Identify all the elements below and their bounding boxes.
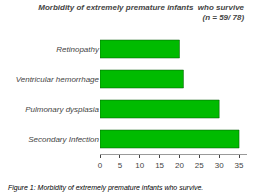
svg-text:Figure 1: Morbidity of extreme: Figure 1: Morbidity of extremely prematu… <box>8 184 203 192</box>
svg-text:15: 15 <box>155 161 164 170</box>
svg-text:10: 10 <box>135 161 144 170</box>
svg-text:0: 0 <box>98 161 103 170</box>
svg-text:20: 20 <box>175 161 184 170</box>
svg-text:30: 30 <box>215 161 224 170</box>
svg-text:Morbidity of extremely prematu: Morbidity of extremely premature infants… <box>38 3 244 22</box>
svg-text:5: 5 <box>118 161 123 170</box>
svg-text:Retinopathy: Retinopathy <box>56 45 100 54</box>
svg-text:Secondary Infection: Secondary Infection <box>28 135 99 144</box>
svg-text:Pulmonary dysplasia: Pulmonary dysplasia <box>25 105 99 114</box>
svg-text:35: 35 <box>235 161 244 170</box>
svg-text:25: 25 <box>195 161 204 170</box>
svg-text:Ventricular hemorrhage: Ventricular hemorrhage <box>16 75 100 84</box>
